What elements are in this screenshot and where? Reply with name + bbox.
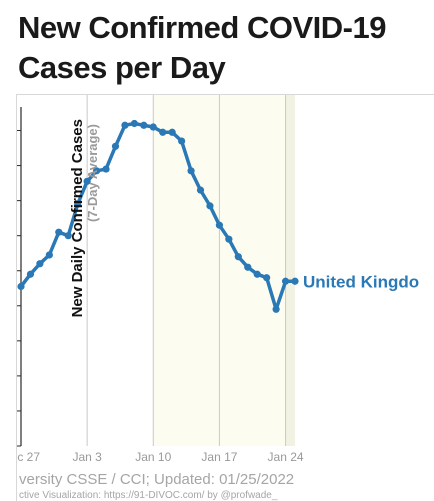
title-line-2: Cases per Day	[18, 50, 226, 85]
data-point	[178, 137, 186, 145]
x-tick-label: Jan 17	[201, 450, 237, 464]
chart-title: New Confirmed COVID-19 Cases per Day	[18, 8, 428, 88]
shaded-range-1	[285, 95, 295, 446]
data-point	[159, 128, 167, 136]
data-point	[281, 277, 290, 285]
data-point	[263, 274, 271, 282]
data-point	[92, 167, 101, 175]
y-axis-subtitle: (7-Day Average)	[85, 124, 100, 222]
series-layer	[17, 119, 299, 313]
series-label: United Kingdo	[303, 272, 419, 291]
grid-layer	[86, 95, 287, 446]
data-point	[130, 119, 138, 128]
title-line-1: New Confirmed COVID-19	[18, 10, 386, 45]
x-tick-label: Jan 10	[135, 450, 171, 464]
label-layer: United Kingdo New Daily Confirmed Cases (7…	[19, 119, 419, 501]
tick-layer: 020k40k60k80k100k120k140k160k180kDec 27J…	[17, 130, 304, 464]
data-point	[83, 177, 91, 185]
data-point	[74, 200, 82, 208]
data-point	[36, 260, 44, 268]
data-point	[253, 270, 261, 278]
data-point	[272, 305, 280, 313]
data-point	[64, 232, 72, 240]
data-point	[55, 228, 63, 236]
data-point	[234, 253, 242, 261]
data-point	[26, 270, 35, 278]
data-point	[121, 121, 129, 129]
x-tick-label: Dec 27	[17, 450, 40, 464]
data-point	[168, 128, 176, 136]
credit-text: ctive Visualization: https://91-DIVOC.co…	[19, 490, 278, 501]
data-point	[291, 277, 299, 285]
data-point	[17, 282, 25, 291]
data-point	[149, 123, 157, 131]
background-layer	[153, 95, 295, 446]
data-point	[45, 251, 53, 259]
line-chart: 020k40k60k80k100k120k140k160k180kDec 27J…	[17, 95, 419, 501]
y-axis-title: New Daily Confirmed Cases	[69, 119, 86, 317]
data-point	[225, 235, 233, 243]
data-point	[140, 121, 148, 129]
data-point	[206, 202, 214, 210]
data-point	[215, 221, 224, 229]
x-tick-label: Jan 24	[268, 450, 304, 464]
x-tick-label: Jan 3	[72, 450, 102, 464]
data-point	[196, 186, 205, 194]
data-point	[102, 165, 110, 173]
data-point	[187, 167, 195, 175]
data-point	[111, 142, 120, 150]
chart-frame: 020k40k60k80k100k120k140k160k180kDec 27J…	[16, 94, 434, 501]
data-point	[244, 263, 252, 271]
source-text: versity CSSE / CCI; Updated: 01/25/2022	[19, 471, 294, 488]
